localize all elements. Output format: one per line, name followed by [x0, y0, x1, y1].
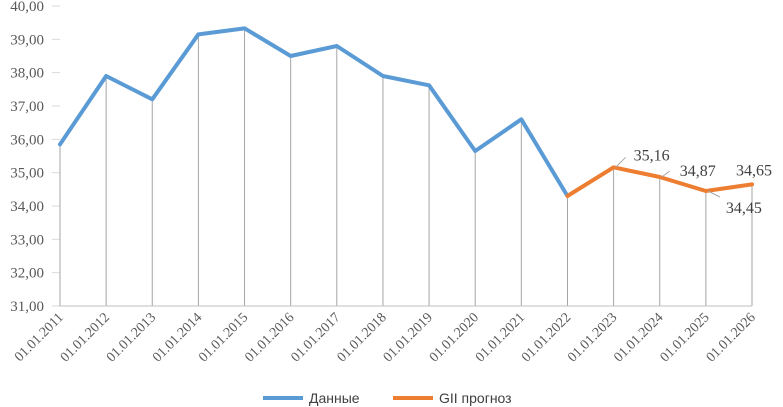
- series-lines: [58, 26, 754, 198]
- y-tick-label: 40,00: [10, 0, 44, 15]
- x-tick-label: 01.01.2016: [242, 310, 297, 365]
- x-tick-label: 01.01.2020: [427, 310, 482, 365]
- data-label: 34,65: [736, 162, 772, 179]
- x-axis-ticks: 01.01.201101.01.201201.01.201301.01.2014…: [12, 310, 759, 365]
- data-label: 34,45: [726, 200, 762, 217]
- x-tick-label: 01.01.2023: [565, 310, 620, 365]
- x-tick-label: 01.01.2019: [381, 310, 436, 365]
- series-line-0: [58, 26, 570, 198]
- data-labels: 35,16 34,87 34,45 34,65: [615, 147, 772, 217]
- legend-label: Данные: [309, 390, 360, 406]
- x-tick-label: 01.01.2012: [58, 310, 113, 365]
- data-label: 34,87: [680, 163, 716, 180]
- y-tick-label: 32,00: [10, 266, 44, 282]
- y-tick-label: 36,00: [10, 132, 44, 148]
- y-tick-label: 34,00: [10, 199, 44, 215]
- drop-lines: [59, 28, 753, 306]
- x-tick-label: 01.01.2014: [150, 310, 205, 365]
- y-tick-label: 35,00: [10, 166, 44, 182]
- x-tick-label: 01.01.2017: [288, 310, 343, 365]
- data-label-leader: [707, 190, 721, 198]
- x-tick-label: 01.01.2024: [611, 310, 666, 365]
- y-tick-label: 33,00: [10, 232, 44, 248]
- y-tick-label: 39,00: [10, 32, 44, 48]
- y-tick-label: 31,00: [10, 299, 44, 315]
- y-axis-ticks: 31,00 32,00 33,00 34,00 35,00 36,00 37,00 38,00…: [10, 0, 60, 315]
- series-line-1: [565, 165, 754, 198]
- x-tick-label: 01.01.2025: [658, 310, 713, 365]
- x-tick-label: 01.01.2026: [704, 310, 759, 365]
- x-tick-label: 01.01.2018: [335, 310, 390, 365]
- y-tick-label: 37,00: [10, 99, 44, 115]
- x-tick-label: 01.01.2022: [519, 310, 574, 365]
- data-label-leader: [661, 170, 671, 178]
- legend-label: GII прогноз: [439, 390, 512, 406]
- x-tick-label: 01.01.2021: [473, 310, 528, 365]
- data-label-leader: [615, 156, 626, 168]
- x-tick-label: 01.01.2013: [104, 310, 159, 365]
- data-label: 35,16: [634, 147, 670, 164]
- legend: Данные GII прогноз: [263, 390, 512, 406]
- y-tick-label: 38,00: [10, 66, 44, 82]
- x-tick-label: 01.01.2015: [196, 310, 251, 365]
